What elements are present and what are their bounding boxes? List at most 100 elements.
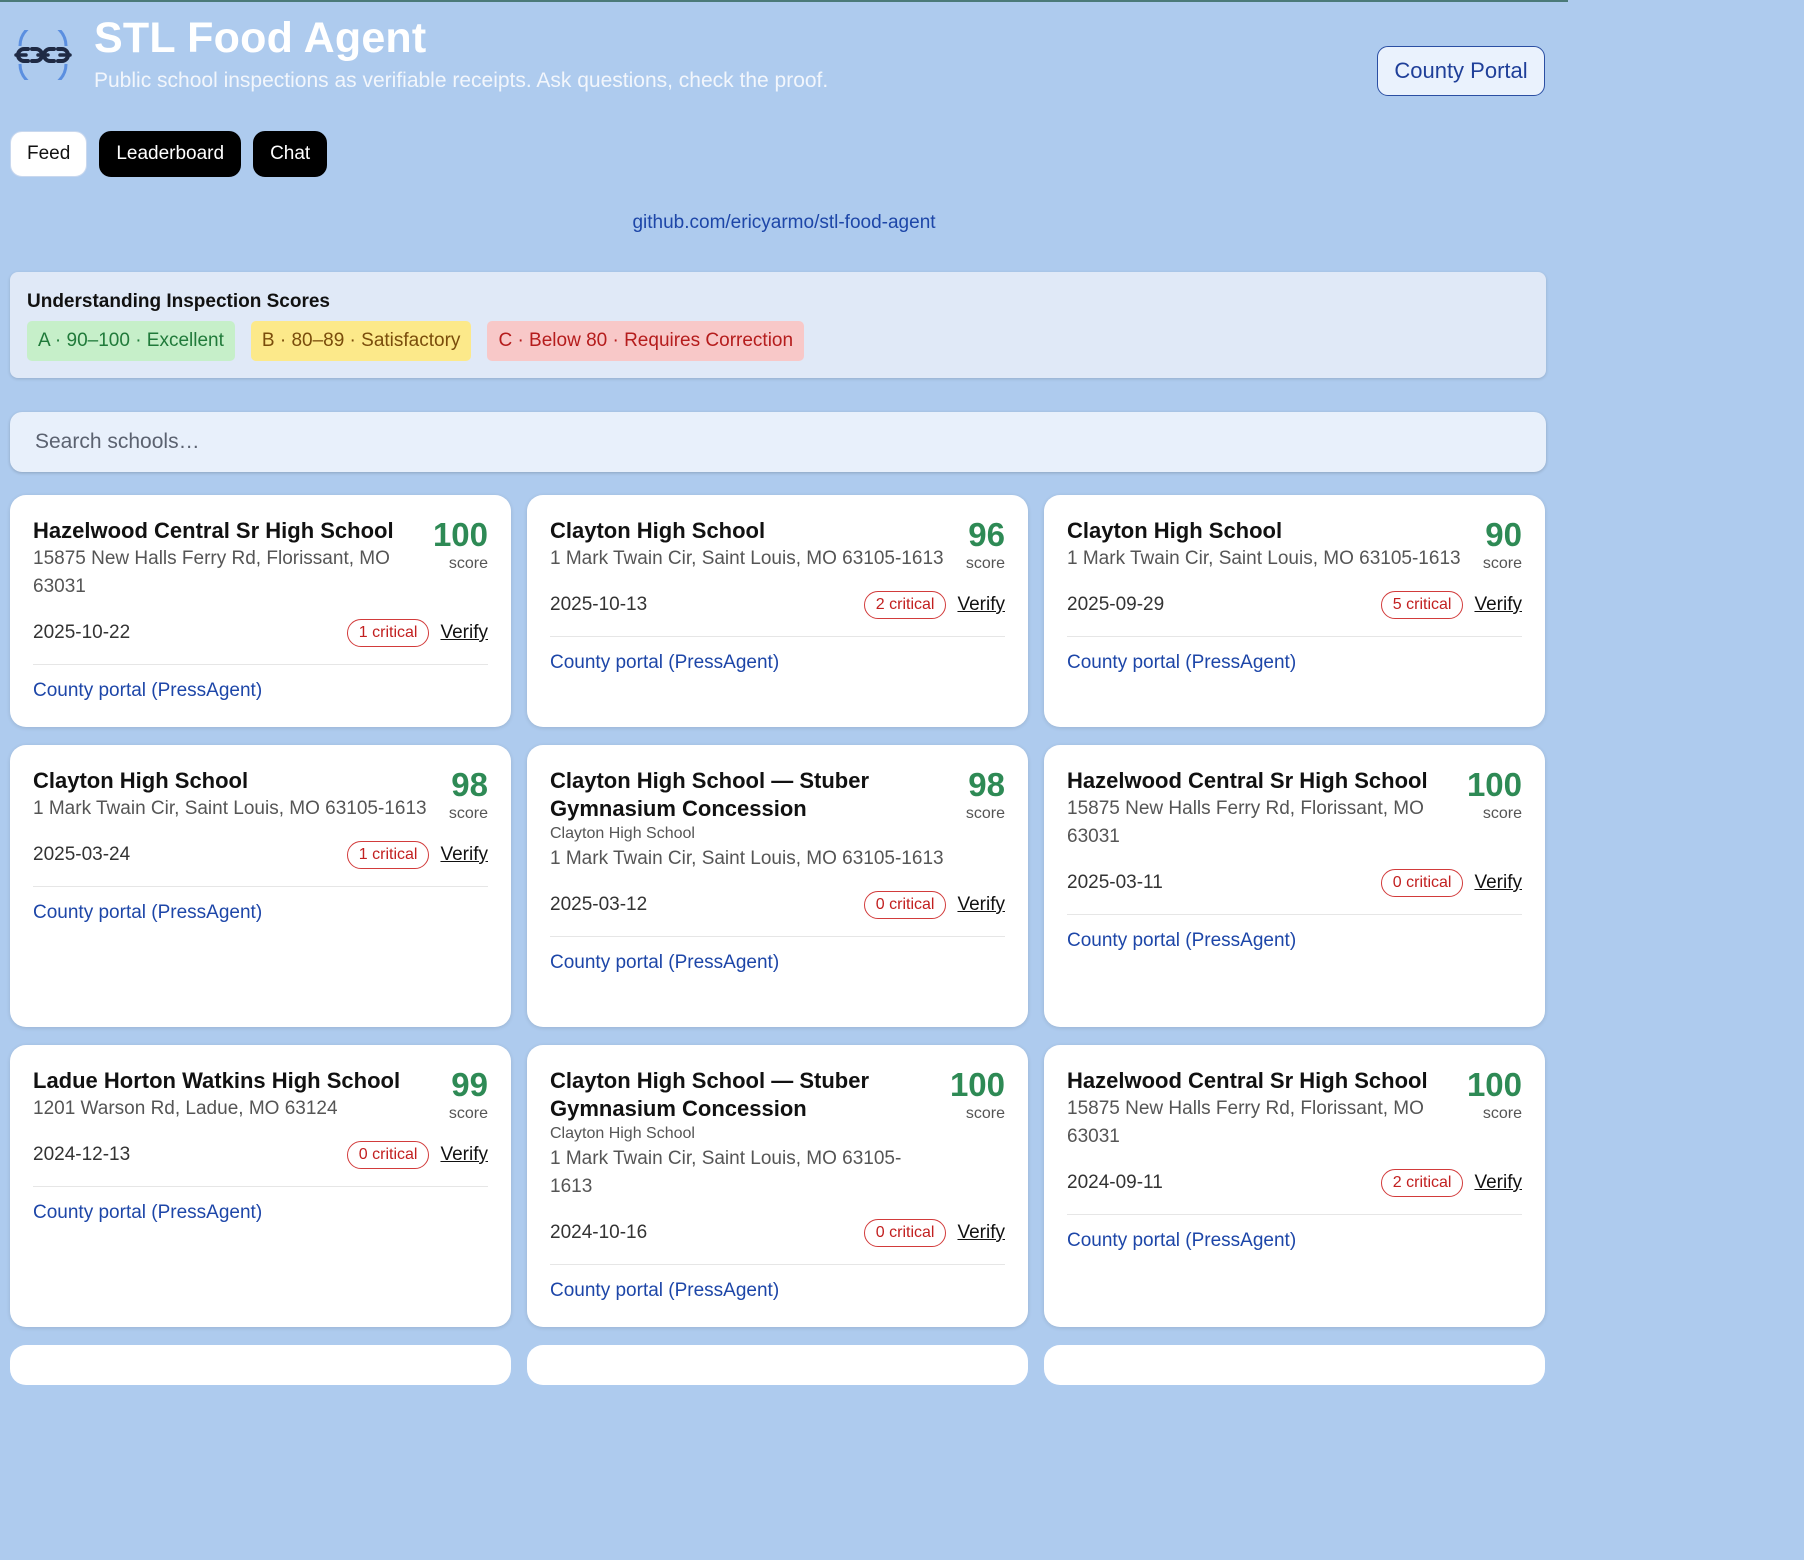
verify-link[interactable]: Verify — [1474, 594, 1522, 615]
critical-count-badge: 0 critical — [346, 1141, 430, 1169]
card-divider — [33, 1186, 488, 1187]
critical-count-badge: 2 critical — [1380, 1169, 1464, 1197]
county-portal-link[interactable]: County portal (PressAgent) — [1067, 652, 1297, 673]
inspection-date: 2025-10-13 — [550, 594, 648, 615]
inspection-card-partial[interactable] — [1044, 1345, 1545, 1385]
school-address: 1 Mark Twain Cir, Saint Louis, MO 63105-… — [550, 1148, 902, 1197]
school-name: Hazelwood Central Sr High School — [1067, 768, 1428, 793]
inspection-card[interactable]: Hazelwood Central Sr High School 15875 N… — [1044, 1045, 1545, 1327]
score-label: score — [965, 805, 1005, 822]
score-legend: Understanding Inspection Scores A · 90–1… — [10, 272, 1546, 378]
inspection-card[interactable]: Clayton High School 1 Mark Twain Cir, Sa… — [1044, 495, 1545, 727]
parent-school-name: Clayton High School — [550, 825, 695, 842]
card-divider — [1067, 1214, 1522, 1215]
chain-link-icon — [14, 30, 72, 80]
search-input[interactable] — [10, 412, 1546, 472]
school-address: 1 Mark Twain Cir, Saint Louis, MO 63105-… — [550, 848, 944, 869]
county-portal-link[interactable]: County portal (PressAgent) — [1067, 930, 1297, 951]
verify-link[interactable]: Verify — [440, 622, 488, 643]
card-divider — [550, 936, 1005, 937]
inspection-card[interactable]: Hazelwood Central Sr High School 15875 N… — [10, 495, 511, 727]
verify-link[interactable]: Verify — [957, 594, 1005, 615]
verify-link[interactable]: Verify — [957, 894, 1005, 915]
score-value: 99 — [451, 1066, 488, 1103]
county-portal-link[interactable]: County portal (PressAgent) — [33, 902, 263, 923]
verify-link[interactable]: Verify — [440, 1144, 488, 1165]
school-address: 1 Mark Twain Cir, Saint Louis, MO 63105-… — [550, 548, 944, 569]
score-value: 90 — [1485, 516, 1522, 553]
score-label: score — [1482, 805, 1522, 822]
inspection-card[interactable]: Hazelwood Central Sr High School 15875 N… — [1044, 745, 1545, 1027]
score-value: 100 — [949, 1066, 1005, 1103]
inspection-date: 2025-10-22 — [33, 622, 131, 643]
inspection-card-partial[interactable] — [527, 1345, 1028, 1385]
county-portal-link[interactable]: County portal (PressAgent) — [33, 680, 263, 701]
score-box: 96 score — [966, 517, 1005, 573]
verify-link[interactable]: Verify — [957, 1222, 1005, 1243]
score-box: 99 score — [449, 1067, 488, 1123]
score-box: 98 score — [449, 767, 488, 823]
score-value: 100 — [1466, 766, 1522, 803]
county-portal-link[interactable]: County portal (PressAgent) — [550, 952, 780, 973]
critical-count-badge: 0 critical — [863, 891, 947, 919]
card-divider — [1067, 636, 1522, 637]
school-address: 15875 New Halls Ferry Rd, Florissant, MO… — [1067, 1098, 1424, 1147]
app-title: STL Food Agent — [94, 14, 427, 62]
tab-bar: Feed Leaderboard Chat — [10, 131, 328, 177]
county-portal-link[interactable]: County portal (PressAgent) — [550, 1280, 780, 1301]
school-address: 15875 New Halls Ferry Rd, Florissant, MO… — [33, 548, 390, 597]
score-box: 90 score — [1483, 517, 1522, 573]
github-repo-link[interactable]: github.com/ericyarmo/stl-food-agent — [632, 212, 936, 233]
grade-c-chip: C · Below 80 · Requires Correction — [487, 321, 805, 361]
app-header: STL Food Agent Public school inspections… — [0, 2, 1568, 112]
score-value: 98 — [451, 766, 488, 803]
school-name: Ladue Horton Watkins High School — [33, 1068, 401, 1093]
score-box: 100 score — [1467, 767, 1522, 823]
score-label: score — [448, 1105, 488, 1122]
verify-link[interactable]: Verify — [1474, 872, 1522, 893]
inspection-date: 2025-03-24 — [33, 844, 131, 865]
inspection-card[interactable]: Ladue Horton Watkins High School 1201 Wa… — [10, 1045, 511, 1327]
inspection-card-grid: Hazelwood Central Sr High School 15875 N… — [10, 495, 1546, 1385]
tab-leaderboard[interactable]: Leaderboard — [99, 131, 242, 177]
inspection-card[interactable]: Clayton High School — Stuber Gymnasium C… — [527, 1045, 1028, 1327]
inspection-date: 2024-09-11 — [1067, 1172, 1163, 1193]
school-address: 15875 New Halls Ferry Rd, Florissant, MO… — [1067, 798, 1424, 847]
critical-count-badge: 5 critical — [1380, 591, 1464, 619]
score-label: score — [1482, 555, 1522, 572]
county-portal-button[interactable]: County Portal — [1377, 46, 1545, 96]
inspection-card[interactable]: Clayton High School 1 Mark Twain Cir, Sa… — [527, 495, 1028, 727]
school-name: Clayton High School — [33, 768, 249, 793]
card-divider — [1067, 914, 1522, 915]
score-label: score — [965, 555, 1005, 572]
verify-link[interactable]: Verify — [1474, 1172, 1522, 1193]
critical-count-badge: 0 critical — [1380, 869, 1464, 897]
inspection-card-partial[interactable] — [10, 1345, 511, 1385]
county-portal-link[interactable]: County portal (PressAgent) — [33, 1202, 263, 1223]
inspection-card[interactable]: Clayton High School — Stuber Gymnasium C… — [527, 745, 1028, 1027]
school-name: Clayton High School — Stuber Gymnasium C… — [550, 1068, 870, 1121]
county-portal-link[interactable]: County portal (PressAgent) — [1067, 1230, 1297, 1251]
legend-chips: A · 90–100 · Excellent B · 80–89 · Satis… — [27, 321, 805, 361]
tab-feed[interactable]: Feed — [10, 131, 88, 177]
school-address: 1201 Warson Rd, Ladue, MO 63124 — [33, 1098, 338, 1119]
card-divider — [33, 886, 488, 887]
inspection-date: 2025-09-29 — [1067, 594, 1165, 615]
tab-chat[interactable]: Chat — [253, 131, 328, 177]
verify-link[interactable]: Verify — [440, 844, 488, 865]
county-portal-link[interactable]: County portal (PressAgent) — [550, 652, 780, 673]
inspection-date: 2025-03-11 — [1067, 872, 1163, 893]
score-box: 98 score — [966, 767, 1005, 823]
card-divider — [33, 664, 488, 665]
score-label: score — [448, 805, 488, 822]
grade-b-chip: B · 80–89 · Satisfactory — [250, 321, 472, 361]
school-name: Hazelwood Central Sr High School — [33, 518, 394, 543]
school-name: Clayton High School — [1067, 518, 1283, 543]
inspection-card[interactable]: Clayton High School 1 Mark Twain Cir, Sa… — [10, 745, 511, 1027]
critical-count-badge: 1 critical — [346, 619, 430, 647]
score-value: 96 — [968, 516, 1005, 553]
score-label: score — [1482, 1105, 1522, 1122]
inspection-date: 2024-12-13 — [33, 1144, 131, 1165]
score-value: 100 — [1466, 1066, 1522, 1103]
school-name: Hazelwood Central Sr High School — [1067, 1068, 1428, 1093]
